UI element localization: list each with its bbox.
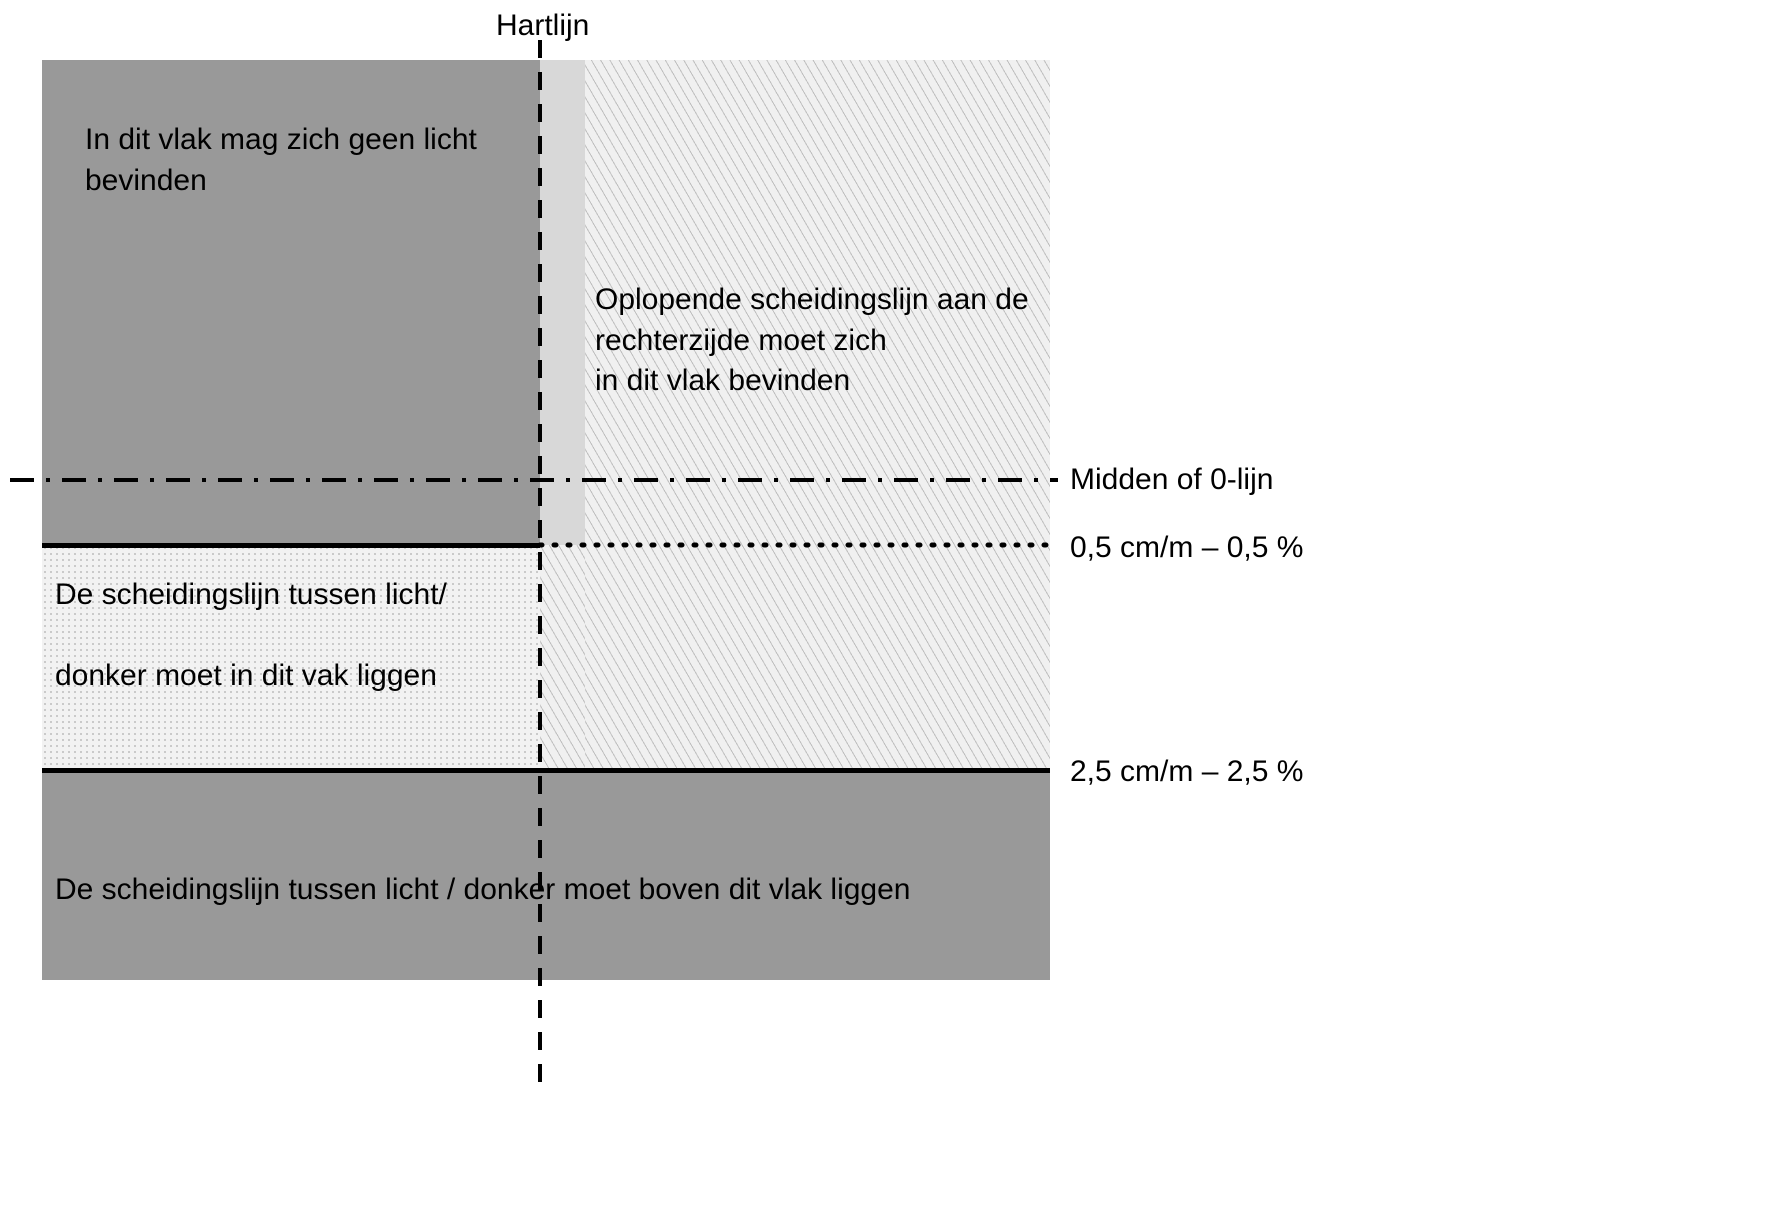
diagram-stage: Hartlijn Midden of 0-lijn 0,5 cm/m – 0,5… <box>0 0 1772 1229</box>
text-top-right: Oplopende scheidingslijn aan de rechterz… <box>595 280 1055 402</box>
label-hartlijn: Hartlijn <box>496 6 589 47</box>
text-top-left: In dit vlak mag zich geen licht bevinden <box>85 120 515 201</box>
label-05: 0,5 cm/m – 0,5 % <box>1070 528 1303 569</box>
label-25: 2,5 cm/m – 2,5 % <box>1070 752 1303 793</box>
text-bottom: De scheidingslijn tussen licht / donker … <box>55 870 1035 911</box>
label-midline: Midden of 0-lijn <box>1070 460 1273 501</box>
line-25-solid <box>42 768 1050 773</box>
text-mid-left: De scheidingslijn tussen licht/ donker m… <box>55 575 545 697</box>
